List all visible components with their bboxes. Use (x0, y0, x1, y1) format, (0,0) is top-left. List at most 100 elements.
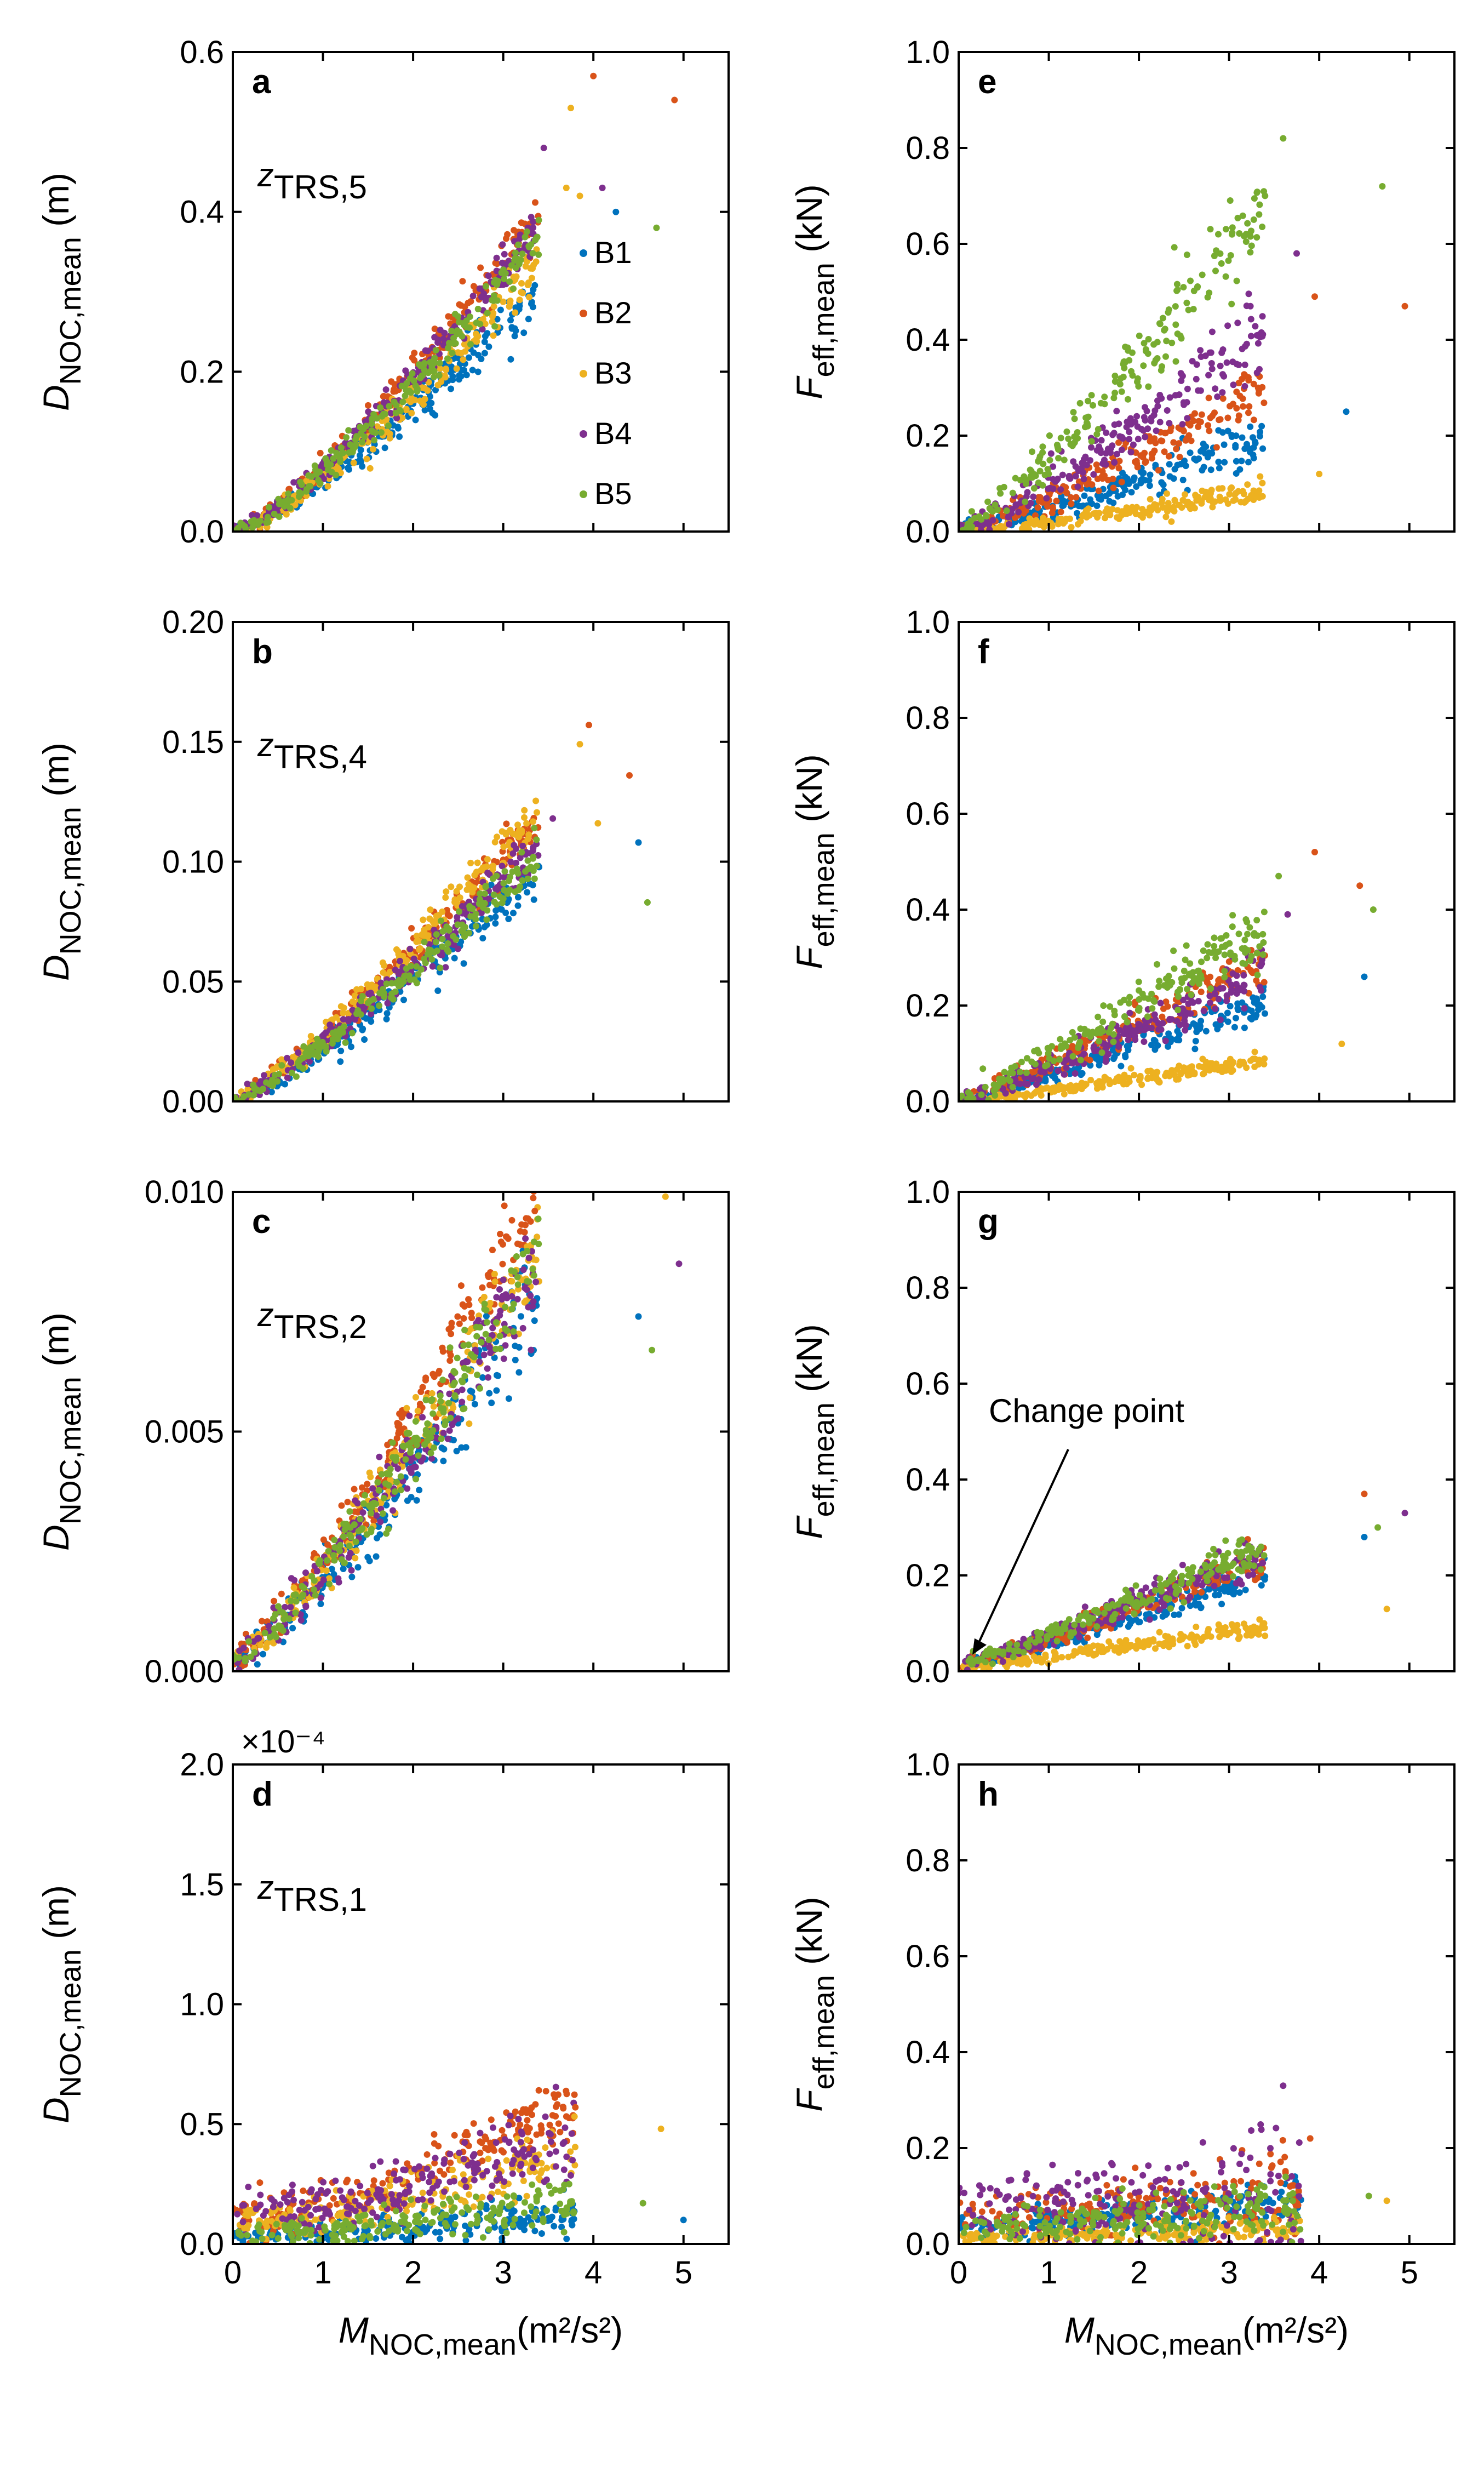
point-B3 (1018, 525, 1025, 532)
point-B4 (490, 2124, 496, 2131)
point-B4 (459, 1398, 466, 1406)
point-B1 (488, 1400, 495, 1407)
point-B4 (499, 241, 506, 248)
point-B3 (500, 298, 507, 305)
point-B1 (432, 2229, 439, 2236)
point-B5 (451, 311, 459, 318)
point-B4 (412, 1464, 419, 1471)
point-B4 (505, 2122, 512, 2129)
point-B4 (260, 2212, 267, 2219)
point-B5 (245, 1091, 252, 1098)
point-B5 (425, 369, 432, 376)
point-B4 (493, 1294, 500, 1301)
point-B3 (502, 831, 509, 838)
point-B3 (372, 984, 379, 990)
point-B4 (1254, 340, 1262, 347)
point-B1 (1205, 449, 1212, 456)
point-B5 (493, 901, 500, 908)
point-B4 (462, 910, 469, 917)
point-B3 (1114, 507, 1121, 514)
point-B1 (1239, 434, 1246, 441)
point-B4 (1045, 485, 1052, 492)
point-B3 (466, 1394, 473, 1401)
point-B4 (1059, 471, 1066, 478)
point-B4 (1154, 397, 1161, 404)
point-B5 (398, 2218, 405, 2225)
point-B1 (515, 1344, 523, 1351)
point-B2 (365, 402, 371, 409)
point-B5 (402, 1456, 409, 1463)
point-B3 (532, 258, 540, 265)
point-B2 (1188, 437, 1195, 444)
point-B3 (534, 1233, 541, 1241)
point-B5 (344, 2238, 351, 2244)
point-B2 (1148, 450, 1155, 458)
point-B5 (380, 1495, 387, 1501)
point-B4 (527, 1292, 534, 1299)
point-B3 (1164, 508, 1171, 515)
point-B5 (483, 1307, 490, 1313)
point-B3 (484, 856, 491, 863)
point-B5 (427, 947, 434, 954)
point-B4 (1015, 509, 1022, 516)
outlier-point-B2 (531, 1208, 538, 1214)
point-B4 (446, 2178, 454, 2185)
point-B4 (302, 1569, 309, 1577)
point-B4 (377, 2192, 385, 2200)
point-B5 (531, 825, 538, 832)
point-B4 (394, 1465, 402, 1472)
point-B5 (274, 2235, 282, 2242)
point-B3 (1224, 500, 1231, 507)
point-B3 (386, 2183, 393, 2190)
point-B2 (1197, 419, 1204, 425)
point-B5 (385, 422, 392, 429)
point-B4 (423, 2165, 431, 2172)
point-B4 (291, 1577, 298, 1584)
point-B5 (1046, 456, 1053, 464)
point-B3 (1199, 487, 1206, 494)
point-B5 (375, 1487, 382, 1494)
point-B3 (428, 1390, 436, 1397)
point-B1 (383, 1010, 391, 1017)
point-B5 (1027, 466, 1034, 473)
point-B5 (1172, 303, 1179, 310)
point-B4 (509, 2170, 516, 2177)
point-B5 (400, 978, 407, 985)
point-B4 (1097, 449, 1104, 456)
point-B1 (483, 1312, 490, 1320)
point-B5 (347, 1524, 354, 1531)
point-B5 (460, 1406, 467, 1413)
y-axis-label: DNOC,mean (m) (36, 1885, 87, 2123)
point-B1 (462, 1444, 469, 1451)
point-B1 (400, 996, 407, 1003)
point-B5 (477, 321, 484, 328)
point-B3 (538, 2167, 545, 2174)
point-B5 (509, 2221, 517, 2229)
point-B1 (1019, 515, 1027, 522)
point-B5 (476, 896, 483, 903)
point-B5 (357, 424, 364, 431)
point-B4 (1130, 441, 1137, 448)
point-B2 (1255, 390, 1262, 397)
point-B2 (488, 2116, 495, 2123)
point-B4 (989, 517, 996, 524)
point-B1 (531, 1317, 538, 1324)
point-B5 (506, 278, 513, 285)
point-B5 (389, 1439, 396, 1446)
point-B5 (251, 1649, 258, 1656)
point-B5 (422, 2217, 429, 2224)
point-B5 (381, 2201, 387, 2208)
point-B2 (571, 2091, 578, 2098)
point-B4 (352, 2197, 359, 2204)
point-B3 (1162, 513, 1170, 521)
point-B3 (403, 2208, 410, 2214)
point-B5 (311, 1577, 318, 1584)
point-B4 (1156, 392, 1164, 398)
point-B5 (458, 928, 465, 934)
point-B3 (486, 1300, 494, 1306)
point-B4 (410, 955, 417, 962)
point-B4 (529, 1303, 536, 1310)
point-B5 (483, 283, 489, 290)
point-B5 (490, 2218, 497, 2225)
point-B5 (295, 2235, 302, 2242)
